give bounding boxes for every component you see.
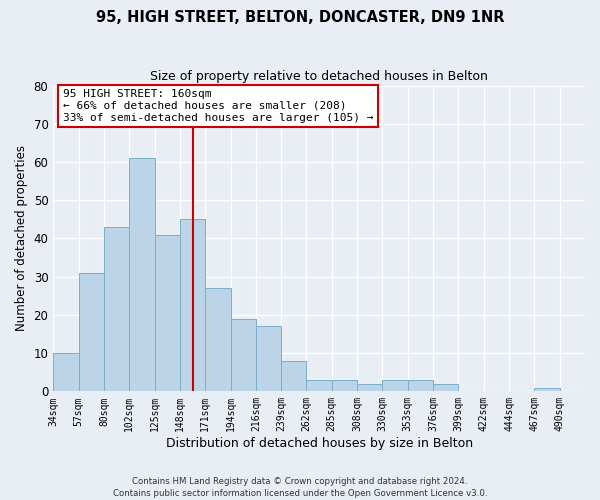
Title: Size of property relative to detached houses in Belton: Size of property relative to detached ho… [150, 70, 488, 83]
Text: 95, HIGH STREET, BELTON, DONCASTER, DN9 1NR: 95, HIGH STREET, BELTON, DONCASTER, DN9 … [96, 10, 504, 25]
Bar [230, 318, 256, 392]
Text: Contains HM Land Registry data © Crown copyright and database right 2024.
Contai: Contains HM Land Registry data © Crown c… [113, 476, 487, 498]
Bar [357, 384, 382, 392]
Bar [53, 353, 79, 392]
Bar [307, 380, 332, 392]
X-axis label: Distribution of detached houses by size in Belton: Distribution of detached houses by size … [166, 437, 473, 450]
Bar [332, 380, 357, 392]
Bar [382, 380, 408, 392]
Bar [408, 380, 433, 392]
Bar [104, 227, 129, 392]
Bar [180, 220, 205, 392]
Text: 95 HIGH STREET: 160sqm
← 66% of detached houses are smaller (208)
33% of semi-de: 95 HIGH STREET: 160sqm ← 66% of detached… [63, 90, 373, 122]
Bar [535, 388, 560, 392]
Bar [79, 273, 104, 392]
Bar [281, 361, 307, 392]
Bar [155, 234, 180, 392]
Y-axis label: Number of detached properties: Number of detached properties [15, 146, 28, 332]
Bar [433, 384, 458, 392]
Bar [256, 326, 281, 392]
Bar [205, 288, 230, 392]
Bar [129, 158, 155, 392]
